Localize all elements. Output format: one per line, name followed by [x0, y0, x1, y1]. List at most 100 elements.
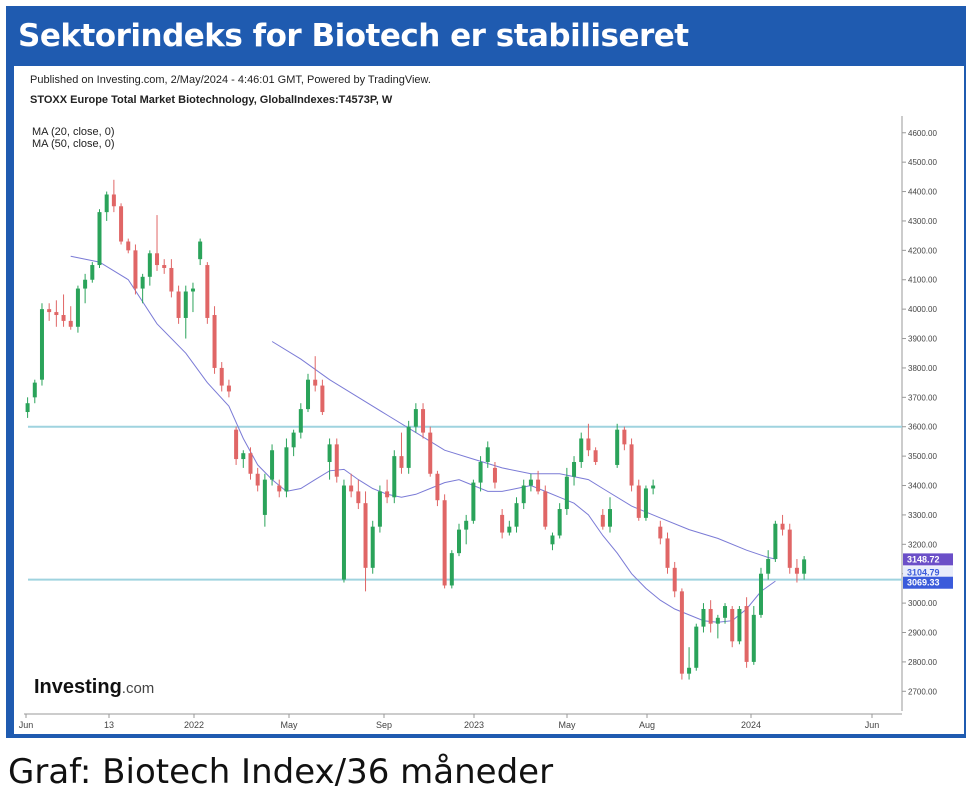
x-tick-label: May: [280, 720, 298, 730]
price-label-box: [903, 566, 953, 579]
x-tick-label: Aug: [639, 720, 655, 730]
candle-body: [341, 485, 346, 580]
candle-body: [507, 526, 512, 533]
candle-body: [183, 291, 188, 318]
candle-body: [471, 482, 476, 521]
candle-body: [363, 503, 368, 568]
y-tick-label: 3700.00: [908, 393, 937, 402]
y-tick-label: 3400.00: [908, 482, 937, 491]
candle-body: [47, 309, 52, 313]
price-label-text: 3104.79: [907, 567, 940, 577]
candle-body: [111, 194, 116, 207]
y-tick-label: 4000.00: [908, 305, 937, 314]
chart-panel: Published on Investing.com, 2/May/2024 -…: [14, 66, 964, 734]
candle-body: [500, 514, 505, 533]
candle-body: [794, 567, 799, 574]
y-tick-label: 4300.00: [908, 217, 937, 226]
x-tick-label: 13: [104, 720, 114, 730]
y-tick-label: 2900.00: [908, 629, 937, 638]
y-tick-label: 3200.00: [908, 540, 937, 549]
candle-body: [39, 309, 44, 380]
candle-body: [205, 265, 210, 318]
symbol-title: STOXX Europe Total Market Biotechnology,…: [30, 94, 393, 106]
candle-body: [629, 444, 634, 486]
price-label-box: [903, 576, 953, 589]
candle-body: [528, 479, 533, 486]
candle-body: [119, 206, 124, 242]
candle-body: [536, 479, 541, 492]
candle-body: [155, 253, 160, 266]
candle-body: [61, 315, 66, 321]
candle-body: [377, 491, 382, 527]
price-label-text: 3069.33: [907, 578, 940, 588]
watermark-suffix: .com: [121, 680, 155, 697]
candle-body: [406, 426, 411, 468]
x-tick-label: Sep: [376, 720, 392, 730]
candle-body: [687, 667, 692, 674]
y-tick-label: 4200.00: [908, 246, 937, 255]
x-tick-label: May: [558, 720, 576, 730]
ma20-legend: MA (20, close, 0): [32, 126, 115, 138]
y-tick-label: 3500.00: [908, 452, 937, 461]
candle-body: [198, 241, 203, 260]
candle-body: [428, 432, 433, 474]
candle-body: [485, 447, 490, 463]
candle-body: [126, 241, 131, 251]
candle-body: [320, 385, 325, 413]
candle-body: [622, 429, 627, 445]
candle-body: [751, 614, 756, 662]
candle-body: [277, 485, 282, 492]
candle-body: [449, 553, 454, 586]
candle-body: [306, 379, 311, 410]
candle-body: [241, 453, 246, 460]
candle-body: [758, 573, 763, 615]
candle-body: [737, 608, 742, 642]
candle-body: [665, 538, 670, 568]
candle-body: [557, 509, 562, 536]
candle-body: [413, 409, 418, 427]
candle-body: [651, 485, 656, 489]
candle-body: [672, 567, 677, 592]
candle-body: [615, 429, 620, 465]
candle-body: [392, 456, 397, 498]
y-tick-label: 4100.00: [908, 276, 937, 285]
candle-body: [83, 279, 88, 289]
candle-body: [802, 559, 807, 574]
investing-watermark: Investing.com: [34, 676, 154, 699]
candle-body: [579, 438, 584, 463]
candle-body: [226, 385, 231, 392]
candle-body: [270, 450, 275, 480]
candle-body: [90, 265, 95, 280]
watermark-brand: Investing: [34, 676, 122, 698]
candle-body: [176, 291, 181, 318]
candle-body: [723, 606, 728, 618]
y-tick-label: 3300.00: [908, 511, 937, 520]
candle-body: [248, 453, 253, 474]
candle-body: [600, 514, 605, 527]
candle-body: [334, 444, 339, 477]
candle-body: [564, 476, 569, 510]
candlestick-chart: 2700.002800.002900.003000.003100.003200.…: [19, 116, 953, 730]
candle-body: [147, 253, 152, 277]
price-label-text: 3148.72: [907, 554, 940, 564]
candle-body: [457, 529, 461, 554]
candle-body: [492, 467, 497, 483]
x-tick-label: 2023: [464, 720, 484, 730]
candle-body: [715, 617, 720, 624]
candle-body: [212, 315, 217, 368]
candle-body: [643, 488, 648, 518]
candle-body: [140, 276, 145, 289]
moving-average-line: [70, 255, 776, 623]
candle-body: [514, 503, 519, 527]
candle-body: [550, 535, 555, 545]
candle-body: [773, 523, 778, 560]
y-tick-label: 3800.00: [908, 364, 937, 373]
y-tick-label: 4400.00: [908, 188, 937, 197]
candle-body: [255, 473, 260, 486]
candle-body: [190, 288, 195, 292]
candle-body: [349, 485, 354, 492]
candle-body: [421, 409, 426, 433]
candle-body: [75, 288, 80, 327]
candle-body: [744, 606, 749, 662]
y-tick-label: 2800.00: [908, 658, 937, 667]
